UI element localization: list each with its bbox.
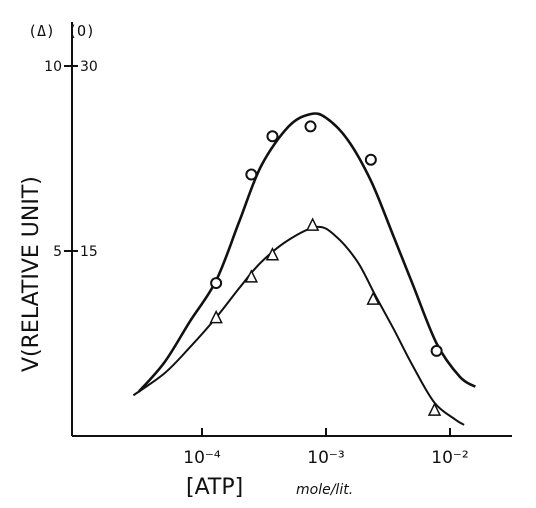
x-tick-label: 10⁻³ — [307, 448, 344, 468]
data-point-triangle — [305, 217, 320, 231]
data-point-circle — [304, 120, 317, 133]
y-tick-label-left: 5 — [53, 244, 62, 260]
x-tick-label: 10⁻² — [431, 448, 468, 468]
y-tick-label-left: 10 — [44, 59, 62, 75]
curve-triangle-series — [132, 225, 465, 426]
data-point-circle — [210, 277, 223, 290]
data-point-circle — [245, 168, 258, 181]
x-tick-label: 10⁻⁴ — [183, 448, 221, 468]
data-point-triangle — [244, 269, 259, 283]
data-point-triangle — [366, 291, 380, 305]
curves-layer — [132, 112, 477, 426]
x-axis-unit: mole/lit. — [296, 482, 353, 498]
data-point-triangle — [427, 402, 442, 416]
legend-circle-label: (O) — [68, 22, 95, 40]
data-point-triangle — [209, 309, 223, 324]
data-point-triangle — [265, 247, 280, 261]
points-layer — [209, 120, 443, 416]
y-tick-label-right: 15 — [80, 244, 98, 260]
y-tick-label-right: 30 — [80, 59, 98, 75]
y-axis-title: V(RELATIVE UNIT) — [19, 176, 44, 372]
data-point-circle — [266, 130, 279, 143]
data-point-circle — [430, 344, 443, 357]
legend-triangle-label: (Δ) — [28, 22, 55, 40]
data-point-circle — [364, 153, 377, 166]
curve-circle-series — [137, 112, 477, 393]
ticks-layer: 10⁻⁴ 10⁻³ 10⁻² 5 15 10 30 — [44, 59, 469, 468]
x-axis-title: [ATP] — [186, 475, 243, 500]
